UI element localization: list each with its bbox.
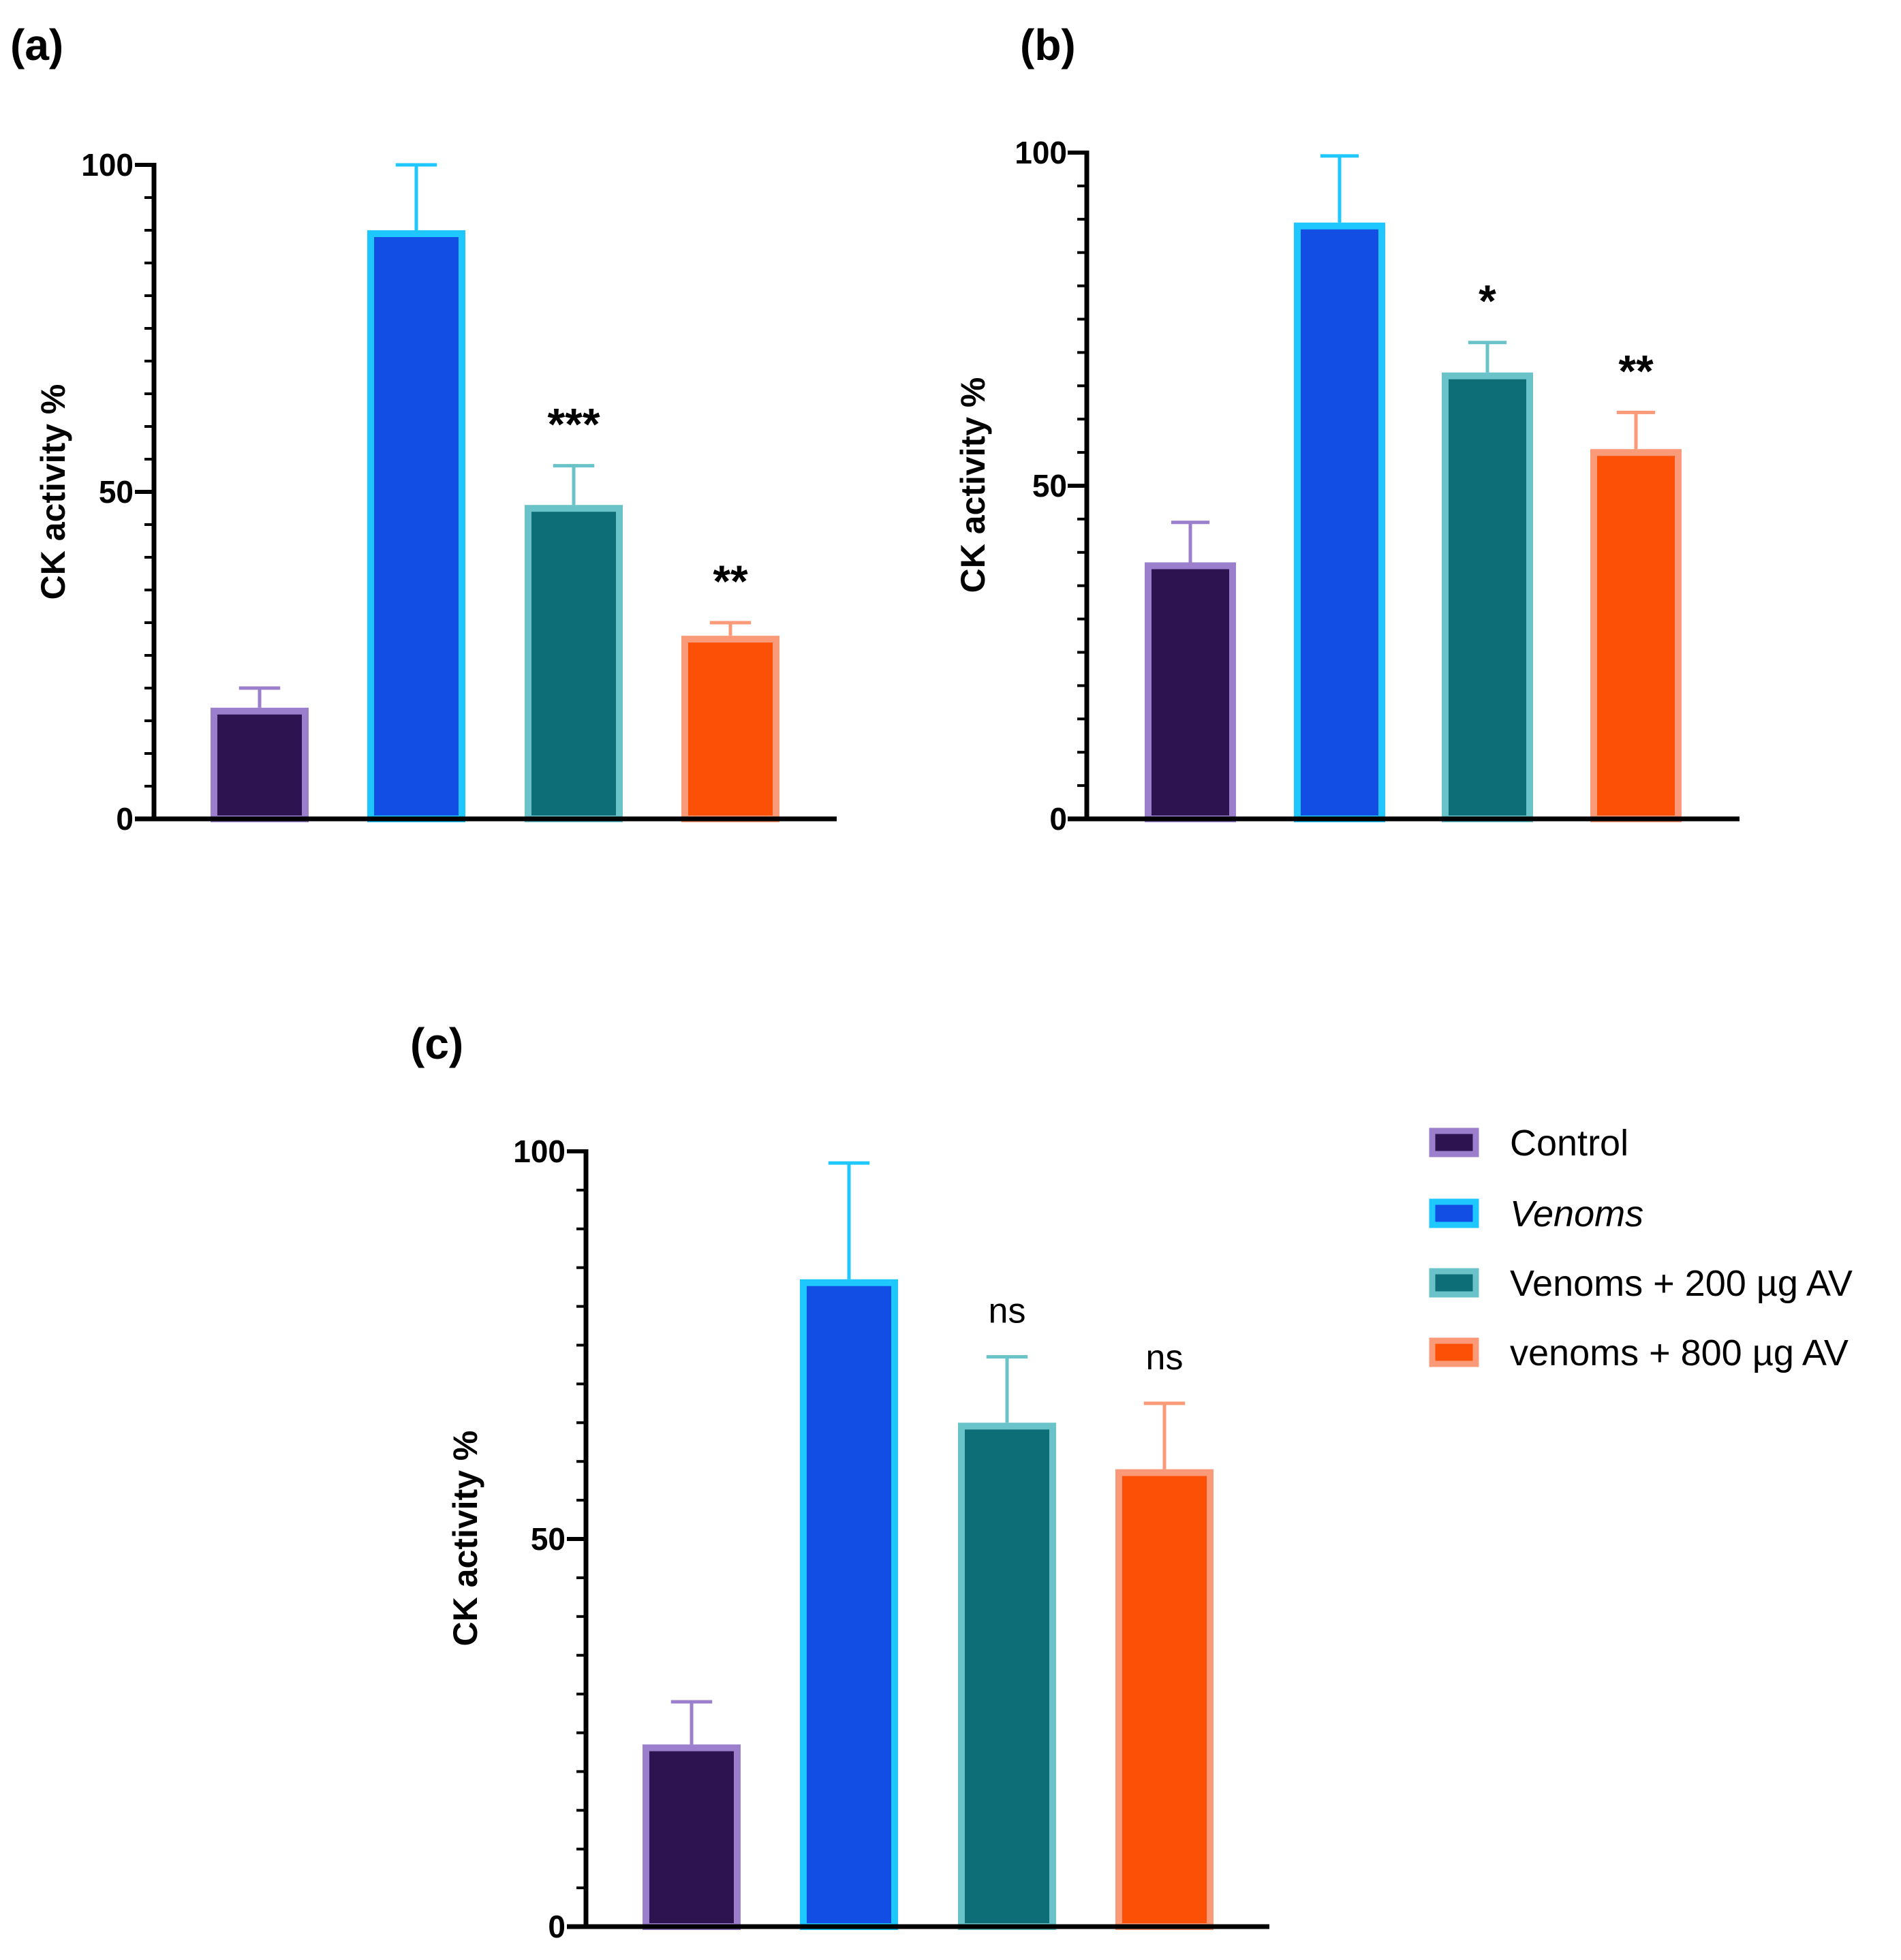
bar-b-av800 [1590, 449, 1682, 822]
bar-a-venoms [367, 230, 465, 822]
panel-c: (c) ns ns 0 50 100 CK activity % [410, 1019, 1269, 1944]
y-tick-label-a-0: 0 [116, 801, 134, 837]
significance-c-av800: ns [1146, 1338, 1184, 1378]
bar-c-venoms [800, 1279, 898, 1930]
y-axis-title-c: CK activity % [446, 1431, 484, 1647]
significance-b-av800: ** [1618, 345, 1654, 396]
y-tick-label-a-50: 50 [99, 474, 134, 510]
y-axis-title-a: CK activity % [34, 384, 72, 600]
bar-c-control [643, 1744, 741, 1931]
y-tick-label-c-100: 100 [513, 1134, 566, 1169]
legend-swatch-venoms [1429, 1198, 1479, 1228]
y-tick-label-b-50: 50 [1032, 468, 1067, 503]
bar-a-control [211, 707, 309, 823]
legend: Control Venoms Venoms + 200 µg AV venoms… [1429, 1123, 1853, 1373]
significance-c-av200: ns [989, 1292, 1026, 1331]
legend-label-control: Control [1510, 1123, 1628, 1164]
panel-c-letter: (c) [410, 1019, 463, 1068]
legend-swatch-av200 [1429, 1268, 1479, 1298]
bar-b-control [1145, 562, 1236, 822]
y-tick-label-b-100: 100 [1015, 135, 1067, 170]
y-tick-label-b-0: 0 [1049, 801, 1067, 837]
panel-b-letter: (b) [1020, 20, 1076, 69]
y-axis-title-b: CK activity % [954, 377, 992, 593]
bar-b-venoms [1294, 222, 1385, 822]
legend-swatch-av800 [1429, 1337, 1479, 1367]
significance-b-av200: * [1479, 276, 1496, 326]
plot-c: ns ns 0 50 100 CK activity % [446, 1134, 1269, 1944]
panel-a-letter: (a) [10, 20, 63, 69]
legend-label-av800: venoms + 800 µg AV [1510, 1333, 1849, 1373]
legend-label-venoms: Venoms [1510, 1194, 1643, 1234]
y-tick-label-a-100: 100 [81, 147, 134, 183]
significance-a-av800: ** [713, 556, 748, 606]
y-tick-label-c-0: 0 [548, 1909, 566, 1944]
legend-swatch-control [1429, 1127, 1479, 1157]
bar-c-av200 [958, 1422, 1056, 1931]
bar-a-av200 [525, 505, 623, 822]
y-tick-label-c-50: 50 [531, 1521, 566, 1557]
bar-c-av800 [1115, 1469, 1214, 1931]
significance-a-av200: *** [547, 399, 600, 450]
bar-b-av200 [1442, 372, 1533, 822]
bar-a-av800 [681, 636, 779, 822]
legend-label-av200: Venoms + 200 µg AV [1510, 1263, 1853, 1304]
